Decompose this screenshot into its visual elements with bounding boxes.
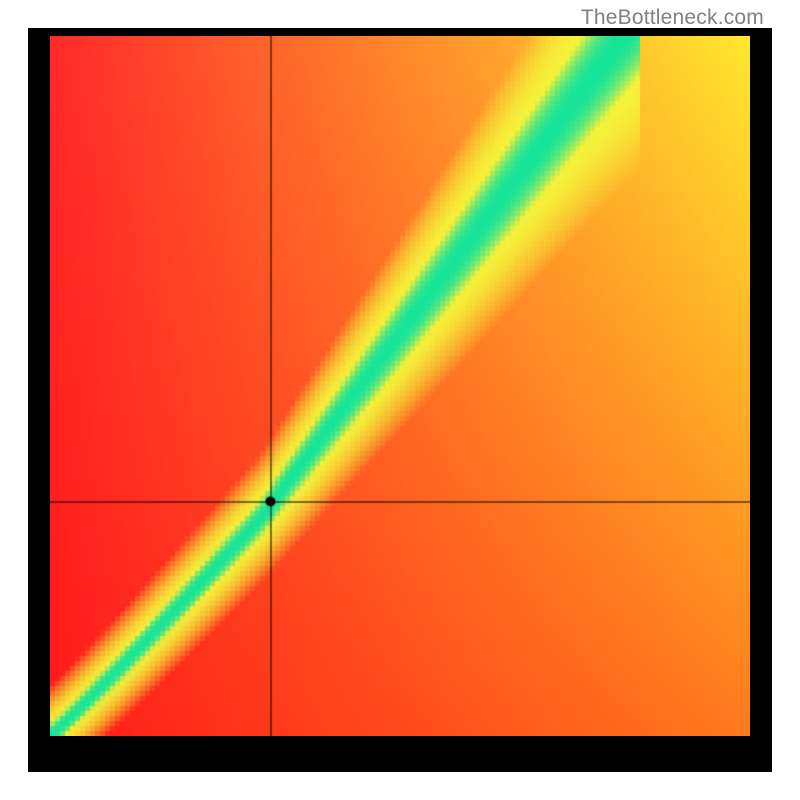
heatmap-canvas <box>50 36 750 736</box>
chart-container: TheBottleneck.com <box>0 0 800 800</box>
watermark-text: TheBottleneck.com <box>581 6 764 30</box>
plot-frame <box>28 28 772 772</box>
